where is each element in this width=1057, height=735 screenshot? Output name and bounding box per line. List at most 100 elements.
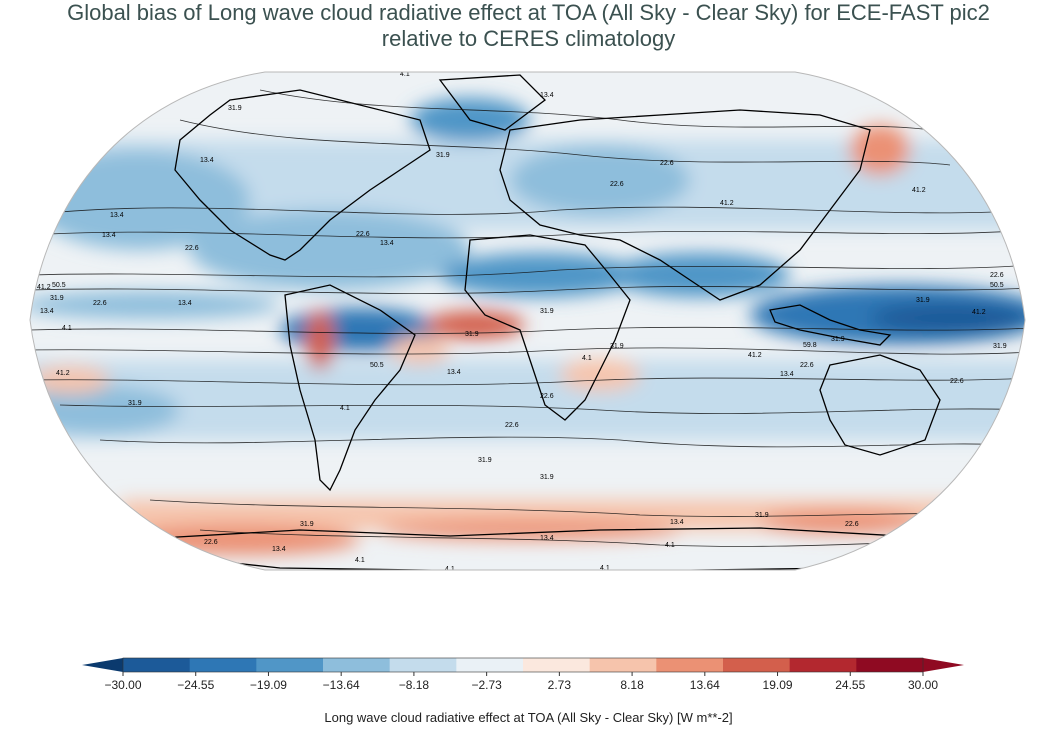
contour-label: 13.4 [780, 371, 794, 378]
colorbar-ticks: −30.00 −24.55 −19.09 −13.64 −8.18 −2.73 2.73 8.… [104, 672, 938, 692]
eurasia-outline [499, 109, 871, 301]
contour-label: 22.6 [800, 362, 814, 369]
contour-label: 13.4 [110, 212, 124, 219]
title-line-2: relative to CERES climatology [381, 26, 676, 51]
contour-label: 22.6 [660, 160, 674, 167]
contour-label: 41.2 [56, 370, 70, 377]
contour-label: 4.1 [600, 565, 610, 572]
contour-label: 22.6 [505, 422, 519, 429]
contour-label: 41.2 [912, 187, 926, 194]
contour-label: 13.4 [200, 157, 214, 164]
colorbar-segment [723, 658, 791, 672]
colorbar-label: Long wave cloud radiative effect at TOA … [324, 710, 733, 725]
colorbar-segment [523, 658, 591, 672]
contour-label: 13.4 [447, 369, 461, 376]
contour-label: 22.6 [540, 393, 554, 400]
colorbar-extend-min [82, 658, 123, 672]
contour-label: 4.1 [340, 405, 350, 412]
contour-label: 31.9 [128, 400, 142, 407]
contour-label: 41.2 [720, 200, 734, 207]
contour-label: 4.1 [582, 355, 592, 362]
contour-label: 31.9 [831, 336, 845, 343]
contour-label: 22.6 [845, 521, 859, 528]
colorbar-extend-max [923, 658, 964, 672]
colorbar-segment [656, 658, 724, 672]
contour-label: 13.4 [178, 300, 192, 307]
contour-label: 59.8 [803, 342, 817, 349]
contour-label: 4.1 [445, 566, 455, 573]
map-field: 4.1 13.4 31.9 13.4 31.9 22.6 13.4 22.6 41.2 13.4 2… [30, 71, 1025, 573]
contour-label: 22.6 [950, 378, 964, 385]
contour-label: 31.9 [436, 152, 450, 159]
colorbar: −30.00 −24.55 −19.09 −13.64 −8.18 −2.73 2.73 8.… [82, 657, 964, 692]
colorbar-tick-label: 30.00 [908, 678, 938, 692]
contour-label: 4.1 [62, 325, 72, 332]
colorbar-tick-label: −8.18 [399, 678, 430, 692]
contour-label: 13.4 [380, 240, 394, 247]
colorbar-tick-label: −24.55 [177, 678, 214, 692]
contour-label: 50.5 [990, 282, 1004, 289]
contour-label: 4.1 [355, 557, 365, 564]
colorbar-tick-label: 13.64 [690, 678, 720, 692]
contour-label: 22.6 [356, 231, 370, 238]
colorbar-frame [122, 657, 924, 673]
contour-label: 13.4 [102, 232, 116, 239]
contour-label: 31.9 [228, 105, 242, 112]
contour-label: 50.5 [370, 362, 384, 369]
colorbar-tick-label: −13.64 [323, 678, 360, 692]
contour-label: 31.9 [50, 295, 64, 302]
contour-label: 13.4 [540, 92, 554, 99]
contour-label: 22.6 [93, 300, 107, 307]
colorbar-tick-label: −19.09 [250, 678, 287, 692]
colorbar-segment [789, 658, 857, 672]
colorbar-tick-label: −30.00 [104, 678, 141, 692]
contour-label: 31.9 [916, 297, 930, 304]
colorbar-tick-label: 19.09 [763, 678, 793, 692]
colorbar-segment [589, 658, 657, 672]
colorbar-segment [856, 658, 924, 672]
australia-outline [819, 354, 941, 456]
africa-outline [464, 234, 631, 421]
colorbar-segment [323, 658, 391, 672]
contour-labels: 4.1 13.4 31.9 13.4 31.9 22.6 13.4 22.6 41.2 13.4 2… [37, 71, 1007, 573]
contour-label: 31.9 [300, 521, 314, 528]
contour-label: 22.6 [610, 181, 624, 188]
colorbar-segment [123, 658, 191, 672]
greenland-outline [438, 74, 546, 131]
contour-label: 41.2 [748, 352, 762, 359]
plot-title: Global bias of Long wave cloud radiative… [0, 0, 1057, 52]
contour-label: 22.6 [204, 539, 218, 546]
contour-label: 13.4 [272, 546, 286, 553]
contour-label: 4.1 [665, 542, 675, 549]
title-line-1: Global bias of Long wave cloud radiative… [67, 0, 990, 25]
contour-label: 13.4 [540, 535, 554, 542]
colorbar-tick-label: 24.55 [835, 678, 865, 692]
contour-label: 41.2 [37, 284, 51, 291]
south-america-outline [284, 284, 416, 492]
contour-label: 31.9 [610, 343, 624, 350]
coastlines [148, 74, 981, 570]
contour-label: 31.9 [540, 308, 554, 315]
colorbar-segment [456, 658, 524, 672]
contour-label: 41.2 [972, 309, 986, 316]
contour-label: 31.9 [478, 457, 492, 464]
contour-label: 13.4 [40, 308, 54, 315]
map-border [29, 71, 1026, 571]
contour-label: 31.9 [755, 512, 769, 519]
colorbar-tick-label: 8.18 [620, 678, 644, 692]
world-bias-map: 4.1 13.4 31.9 13.4 31.9 22.6 13.4 22.6 41.2 13.4 2… [29, 71, 1026, 573]
contour-label: 4.1 [400, 71, 410, 78]
colorbar-tick-label: −2.73 [471, 678, 502, 692]
contour-label: 31.9 [540, 474, 554, 481]
colorbar-segments [123, 658, 924, 672]
colorbar-tick-label: 2.73 [548, 678, 572, 692]
contour-label: 31.9 [993, 343, 1007, 350]
colorbar-segment [389, 658, 457, 672]
contour-label: 50.5 [52, 282, 66, 289]
colorbar-segment [189, 658, 257, 672]
north-america-outline [174, 89, 431, 261]
contour-label: 22.6 [990, 272, 1004, 279]
colorbar-segment [256, 658, 324, 672]
maritime-continent-outline [769, 304, 892, 346]
contour-label: 31.9 [465, 331, 479, 338]
